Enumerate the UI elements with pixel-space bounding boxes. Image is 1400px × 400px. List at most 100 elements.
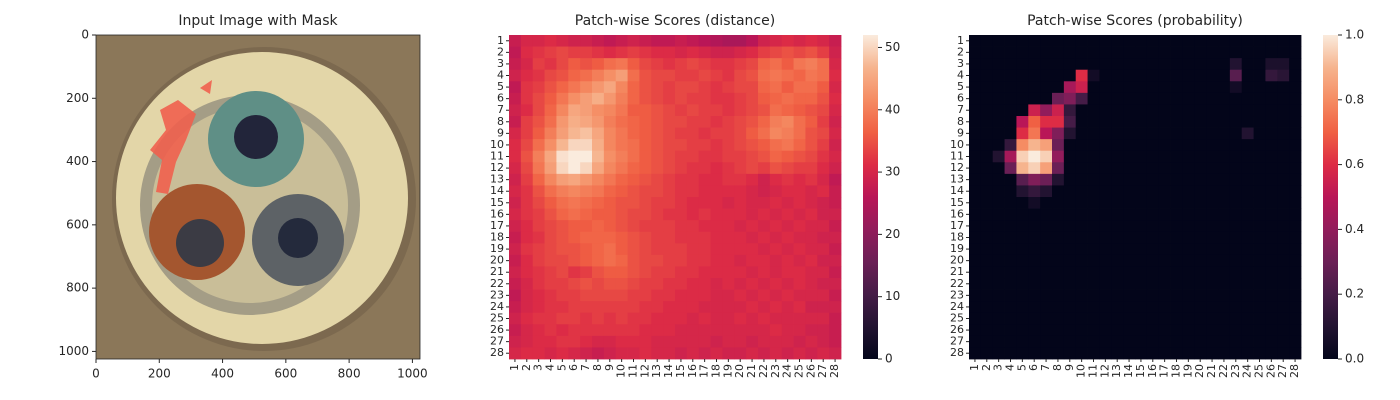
heatmap-cell xyxy=(603,301,617,314)
heatmap-cell xyxy=(686,335,700,348)
heatmap-cell xyxy=(980,254,994,267)
heatmap-cell xyxy=(1277,301,1290,314)
heatmap-cell xyxy=(639,162,652,175)
heatmap-cell xyxy=(509,324,522,337)
heatmap-cell xyxy=(1158,81,1171,94)
x-tick-label: 2 xyxy=(980,364,993,371)
heatmap-cell xyxy=(805,208,818,221)
heatmap-cell xyxy=(651,197,664,209)
x-tick-label: 22 xyxy=(757,364,770,378)
heatmap-cell xyxy=(722,266,735,279)
heatmap-cell xyxy=(1218,197,1231,209)
heatmap-cell xyxy=(1265,231,1278,244)
heatmap-cell xyxy=(686,150,700,163)
heatmap-cell xyxy=(1170,35,1183,47)
heatmap-cell xyxy=(639,127,652,140)
heatmap-cell xyxy=(1075,58,1088,71)
heatmap-cell xyxy=(1218,35,1231,47)
heatmap-cell xyxy=(1135,278,1148,290)
heatmap-cell xyxy=(805,266,818,279)
heatmap-cell xyxy=(758,347,771,360)
y-tick-label: 10 xyxy=(950,138,964,151)
heatmap-cell xyxy=(1111,116,1124,128)
heatmap-cell xyxy=(615,289,628,302)
heatmap-cell xyxy=(663,197,676,209)
heatmap-cell xyxy=(1075,150,1088,163)
heatmap-cell xyxy=(675,289,688,302)
heatmap-cell xyxy=(1158,127,1171,140)
heatmap-cell xyxy=(603,289,617,302)
heatmap-cell xyxy=(580,289,593,302)
heatmap-cell xyxy=(769,347,783,360)
heatmap-cell xyxy=(544,81,557,94)
heatmap-cell xyxy=(639,69,652,82)
heatmap-cell xyxy=(1099,324,1112,337)
y-tick-label: 11 xyxy=(490,150,504,163)
heatmap-cell xyxy=(1158,46,1171,59)
heatmap-cell xyxy=(781,127,794,140)
heatmap-cell xyxy=(627,289,640,302)
heatmap-cell xyxy=(1241,220,1254,233)
heatmap-cell xyxy=(1253,92,1266,105)
heatmap-cell xyxy=(746,324,759,337)
heatmap-cell xyxy=(1170,266,1183,279)
heatmap-cell xyxy=(1170,104,1183,117)
heatmap-cell xyxy=(1040,208,1053,221)
heatmap-cell xyxy=(1063,347,1077,360)
colorbar-tick-label: 0 xyxy=(885,352,893,366)
heatmap-cell xyxy=(1194,220,1207,233)
heatmap-cell xyxy=(1289,220,1302,233)
heatmap-cell xyxy=(615,173,628,186)
heatmap-cell xyxy=(1158,139,1171,152)
heatmap-cell xyxy=(1277,35,1290,47)
heatmap-cell xyxy=(1206,104,1219,117)
heatmap-cell xyxy=(651,220,664,233)
heatmap-cell xyxy=(639,46,652,59)
heatmap-cell xyxy=(627,266,640,279)
heatmap-cell xyxy=(651,347,664,360)
heatmap-cell xyxy=(1087,347,1100,360)
heatmap-cell xyxy=(781,231,794,244)
heatmap-cell xyxy=(592,266,605,279)
y-tick-label: 3 xyxy=(957,57,964,70)
heatmap-cell xyxy=(1040,231,1053,244)
heatmap-cell xyxy=(1123,69,1136,82)
heatmap-cell xyxy=(805,35,818,47)
heatmap-cell xyxy=(969,58,982,71)
heatmap-cell xyxy=(1206,58,1219,71)
x-tick-label: 600 xyxy=(274,367,297,381)
heatmap-cell xyxy=(1253,116,1266,128)
x-tick-label: 25 xyxy=(793,364,806,378)
y-tick-label: 28 xyxy=(490,346,504,359)
heatmap-cell xyxy=(603,243,617,256)
heatmap-cell xyxy=(1087,150,1100,163)
heatmap-cell xyxy=(1241,127,1254,140)
heatmap-cell xyxy=(817,92,830,105)
heatmap-cell xyxy=(781,162,794,175)
heatmap-cell xyxy=(1040,220,1053,233)
heatmap-cell xyxy=(1277,116,1290,128)
heatmap-cell xyxy=(817,127,830,140)
heatmap-cell xyxy=(1170,335,1183,348)
heatmap-cell xyxy=(1028,92,1041,105)
heatmap-cell xyxy=(746,116,759,128)
x-tick-label: 26 xyxy=(1264,364,1277,378)
heatmap-cell xyxy=(746,92,759,105)
heatmap-cell xyxy=(1158,220,1171,233)
heatmap-cell xyxy=(817,278,830,290)
heatmap-cell xyxy=(1075,69,1088,82)
heatmap-cell xyxy=(1158,289,1171,302)
heatmap-cell xyxy=(1218,173,1231,186)
heatmap-cell xyxy=(556,220,569,233)
heatmap-cell xyxy=(532,324,545,337)
heatmap-cell xyxy=(992,243,1005,256)
heatmap-cell xyxy=(969,150,982,163)
heatmap-cell xyxy=(746,127,759,140)
heatmap-cell xyxy=(1206,278,1219,290)
heatmap-cell xyxy=(1111,46,1124,59)
heatmap-cell xyxy=(1111,289,1124,302)
heatmap-cell xyxy=(544,324,557,337)
heatmap-cell xyxy=(651,289,664,302)
heatmap-cell xyxy=(556,173,569,186)
x-tick-label: 6 xyxy=(567,364,580,371)
